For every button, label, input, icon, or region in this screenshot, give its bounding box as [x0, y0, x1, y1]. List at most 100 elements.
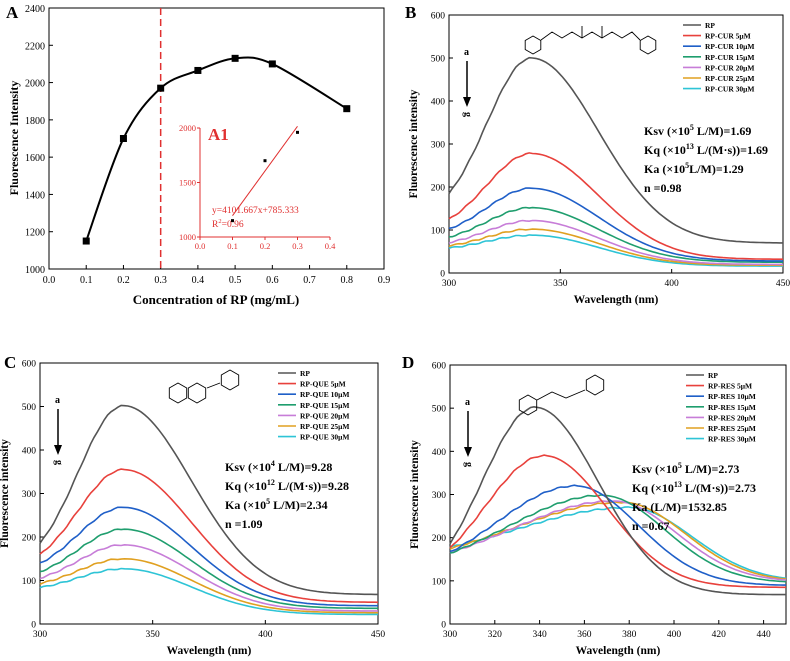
y-tick-label: 300: [431, 141, 446, 151]
data-point: [157, 84, 165, 92]
y-tick-label: 1600: [25, 153, 45, 164]
legend-entry: RP-QUE 15μM: [300, 401, 349, 410]
vinyl-bond: [536, 389, 586, 401]
x-tick-label: 440: [756, 630, 771, 640]
y-tick-label: 500: [432, 405, 447, 415]
legend-entry: RP-RES 5μM: [708, 382, 752, 391]
stat-line: n =0.67: [632, 519, 670, 533]
arrow-label-bottom: g: [462, 112, 473, 117]
molecule-structure-icon: [168, 369, 240, 404]
y-tick-label: 300: [432, 491, 447, 501]
inset-y-tick-label: 2000: [179, 123, 196, 133]
x-tick-label: 0.0: [43, 275, 56, 286]
series-line-3: [449, 494, 787, 583]
stat-line: Ka (×105 L/M)=2.34: [225, 497, 328, 512]
series-line-3: [39, 528, 378, 610]
arrow-label-top: a: [55, 395, 60, 406]
series-line-5: [449, 500, 787, 580]
x-tick-label: 0.4: [192, 275, 205, 286]
stat-line: Ka (L/M)=1532.85: [632, 500, 727, 514]
y-tick-label: 600: [432, 362, 447, 372]
series-line-1: [448, 152, 783, 260]
y-tick-label: 0: [441, 621, 446, 631]
x-tick-label: 360: [577, 630, 592, 640]
link-bond: [206, 382, 221, 389]
y-tick-label: 2400: [25, 4, 45, 15]
y-tick-label: 0: [31, 621, 36, 631]
data-point: [343, 105, 351, 113]
x-tick-label: 0.9: [378, 275, 391, 286]
data-point: [82, 237, 90, 245]
legend-entry: RP-CUR 15μM: [705, 53, 754, 62]
stat-line: Ka (×105L/M)=1.29: [644, 161, 744, 176]
series-line-0: [39, 404, 378, 596]
y-tick-label: 2000: [25, 79, 45, 90]
x-tick-label: 0.7: [303, 275, 316, 286]
ring-shape: [585, 374, 605, 396]
series-line-4: [39, 543, 379, 612]
y-tick-label: 500: [431, 55, 446, 65]
arrow-label-bottom: g: [463, 462, 474, 467]
arrow-head: [464, 447, 472, 457]
data-point: [119, 135, 127, 142]
series-line-0: [448, 56, 783, 244]
stat-line: Ksv (×105 L/M)=2.73: [632, 461, 739, 476]
x-tick-label: 420: [712, 630, 727, 640]
y-tick-label: 200: [22, 534, 37, 544]
legend-entry: RP-RES 15μM: [708, 403, 756, 412]
inset-label: A1: [208, 125, 229, 144]
panel-a-frame: [48, 7, 385, 270]
legend-entry: RP-QUE 30μM: [300, 433, 349, 442]
series-line-5: [39, 557, 378, 614]
y-tick-label: 500: [22, 403, 37, 413]
series-line-2: [449, 484, 786, 586]
y-tick-label: 1400: [25, 190, 45, 201]
x-axis-label: Wavelength (nm): [167, 645, 252, 657]
x-tick-label: 350: [146, 630, 161, 640]
x-tick-label: 0.3: [154, 275, 167, 286]
arrow-label-top: a: [464, 47, 469, 58]
x-tick-label: 450: [776, 279, 790, 289]
inset-r2: R2=0.96: [212, 218, 244, 230]
series-line-3: [448, 206, 784, 264]
legend-entry: RP-RES 30μM: [708, 435, 756, 444]
stat-line: Ksv (×105 L/M)=1.69: [644, 123, 751, 138]
series-line-6: [449, 506, 787, 579]
inset-a1: 1000 1500 2000 0.0 0.1 0.2 0.3 0.4 A1 y=4101.6…: [179, 123, 336, 251]
x-axis-label: Wavelength (nm): [576, 645, 661, 657]
stat-line: n =1.09: [225, 517, 263, 531]
x-tick-label: 0.5: [229, 275, 242, 286]
legend-entry: RP-QUE 10μM: [300, 390, 349, 399]
panel-b-letter: B: [405, 3, 416, 22]
panel-a-letter: A: [6, 3, 19, 22]
stat-line: Kq (×1013 L/(M·s))=2.73: [632, 480, 756, 495]
panel-a-xlabel: Concentration of RP (mg/mL): [133, 292, 299, 307]
molecule-structure-icon: [524, 26, 657, 55]
panel-a-ylabel: Fluorescence Intensity: [7, 81, 21, 196]
arrow-label-bottom: g: [53, 460, 64, 465]
chain-bond: [540, 31, 641, 41]
ring-shape: [220, 369, 240, 391]
stat-line: n =0.98: [644, 181, 682, 195]
legend-entry: RP-CUR 25μM: [705, 74, 754, 83]
ring-shape: [168, 382, 188, 404]
y-tick-label: 600: [431, 12, 446, 22]
ring-shape: [518, 394, 538, 416]
y-tick-label: 400: [431, 98, 446, 108]
y-tick-label: 400: [22, 447, 37, 457]
arrow-head: [463, 97, 471, 107]
y-tick-label: 100: [432, 577, 447, 587]
series-line-4: [449, 500, 787, 581]
ring-shape: [524, 35, 542, 55]
legend-entry: RP: [300, 369, 310, 378]
inset-x-tick-label: 0.2: [260, 241, 271, 251]
y-tick-label: 2200: [25, 41, 45, 52]
series-line-1: [39, 468, 379, 604]
series-line-5: [448, 228, 783, 267]
legend-entry: RP-CUR 30μM: [705, 85, 754, 94]
y-tick-label: 300: [22, 490, 37, 500]
x-tick-label: 400: [258, 630, 273, 640]
inset-data-point: [231, 219, 234, 223]
inset-equation: y=4101.667x+785.333: [212, 206, 299, 216]
inset-x-tick-label: 0.3: [292, 241, 303, 251]
